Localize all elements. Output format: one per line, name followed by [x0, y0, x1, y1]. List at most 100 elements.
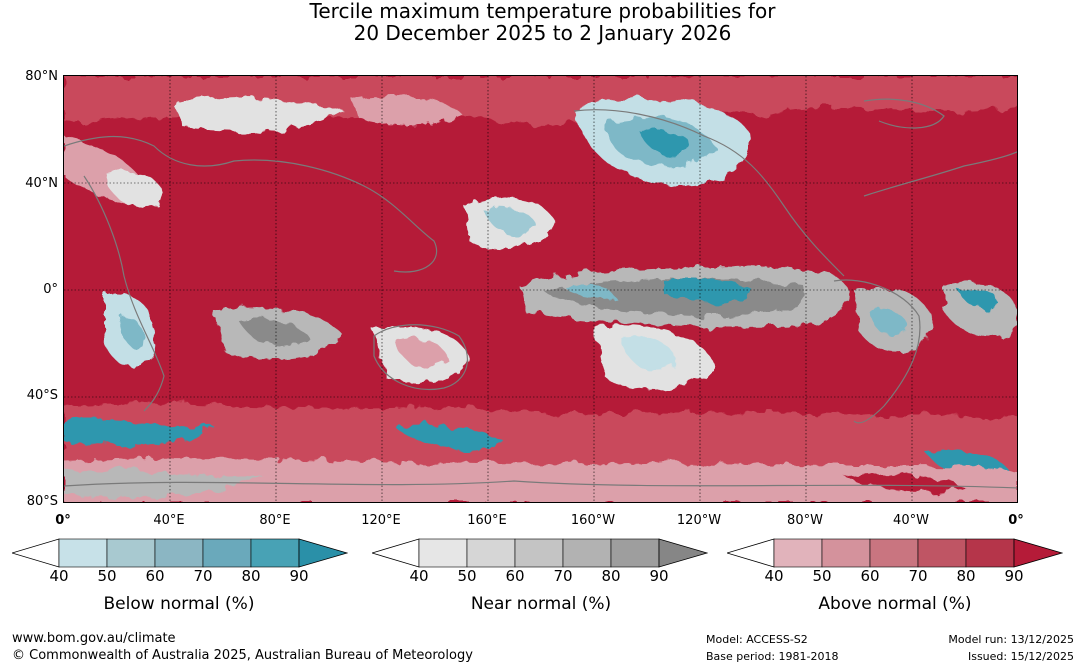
legend-below-tick: 90	[289, 567, 309, 585]
lon-label-40e: 40°E	[153, 513, 185, 528]
footer-issued: Issued: 15/12/2025	[967, 650, 1074, 663]
footer-model: Model: ACCESS-S2	[706, 633, 808, 646]
lat-label-40n: 40°N	[25, 176, 58, 191]
lat-label-40s: 40°S	[26, 388, 58, 403]
legend-near-bin-80-90	[610, 538, 660, 568]
legend-below-tick: 60	[145, 567, 165, 585]
lat-label-0: 0°	[43, 282, 58, 297]
southern-below-central	[394, 424, 504, 450]
legend-near-colorbar	[370, 538, 709, 568]
lon-label-120e: 120°E	[361, 513, 401, 528]
lat-label-80n: 80°N	[25, 69, 58, 84]
legend-above-lower-arrow	[725, 538, 775, 568]
footer-copyright: © Commonwealth of Australia 2025, Austra…	[12, 648, 473, 663]
arctic-above-light	[354, 96, 464, 126]
legend-near-bin-40-50	[418, 538, 468, 568]
legend-near-tick: 70	[553, 567, 573, 585]
legend-near-normal: 40 50 60 70 80 90 Near normal (%)	[370, 537, 709, 627]
north-america-east-coast	[863, 151, 1017, 197]
legend-below-caption: Below normal (%)	[103, 594, 255, 614]
legend-above-bin-70-80	[917, 538, 967, 568]
lon-label-120w: 120°W	[676, 513, 722, 528]
legend-near-tick: 60	[505, 567, 525, 585]
legend-above-bin-60-70	[869, 538, 919, 568]
legend-below-bin-80-90	[250, 538, 300, 568]
antarctic-above-light	[64, 458, 1017, 502]
south-america-coast	[833, 279, 921, 424]
chart-title: Tercile maximum temperature probabilitie…	[0, 0, 1085, 44]
legend-below-bin-40-50	[58, 538, 108, 568]
legend-near-bin-70-80	[562, 538, 612, 568]
lon-label-0-right: 0°	[1008, 513, 1024, 528]
europe-near	[104, 170, 163, 207]
legend-above-tick: 70	[908, 567, 928, 585]
legend-above-tick: 40	[764, 567, 784, 585]
legend-above-tick: 60	[860, 567, 880, 585]
equatorial-below-mid	[564, 284, 614, 299]
lon-label-160e: 160°E	[467, 513, 507, 528]
footer-model-run: Model run: 13/12/2025	[948, 633, 1074, 646]
lon-label-80e: 80°E	[259, 513, 291, 528]
graticule	[64, 76, 1017, 502]
legend-near-tick: 40	[409, 567, 429, 585]
lat-label-80s: 80°S	[26, 494, 58, 509]
legend-below-lower-arrow	[10, 538, 60, 568]
probability-map	[63, 75, 1018, 503]
title-line-1: Tercile maximum temperature probabilitie…	[309, 0, 776, 23]
legend-near-tick: 80	[601, 567, 621, 585]
africa-coast	[83, 175, 165, 412]
alaska-below-strong	[639, 128, 693, 156]
legend-below-bin-70-80	[202, 538, 252, 568]
legend-near-bin-50-60	[466, 538, 516, 568]
lon-label-40w: 40°W	[893, 513, 929, 528]
legend-near-tick: 90	[649, 567, 669, 585]
legend-above-bin-80-90	[965, 538, 1015, 568]
eurasia-coast	[64, 136, 438, 273]
legend-near-upper-arrow	[658, 538, 709, 568]
south-america-below	[869, 308, 907, 336]
legend-below-upper-arrow	[298, 538, 349, 568]
footer-base-period: Base period: 1981-2018	[706, 650, 839, 663]
legend-below-bin-60-70	[154, 538, 204, 568]
legend-below-colorbar	[10, 538, 349, 568]
legend-above-bin-50-60	[821, 538, 871, 568]
north-america-west-coast	[573, 109, 845, 277]
legend-above-upper-arrow	[1013, 538, 1064, 568]
antarctic-near-west	[64, 469, 264, 497]
footer-url: www.bom.gov.au/climate	[12, 631, 176, 646]
legend-below-bin-50-60	[106, 538, 156, 568]
antarctica-coast	[64, 480, 1017, 489]
arctic-near-zone	[174, 96, 344, 132]
africa-below-mid	[119, 315, 143, 348]
legend-near-bin-60-70	[514, 538, 564, 568]
lon-label-160w: 160°W	[570, 513, 616, 528]
legend-above-normal: 40 50 60 70 80 90 Above normal (%)	[725, 537, 1064, 627]
australia-above-light	[394, 338, 449, 368]
antarctic-above-strong	[844, 474, 964, 492]
equatorial-below-strong	[664, 279, 754, 302]
lon-label-0-left: 0°	[55, 513, 71, 528]
map-canvas	[64, 76, 1017, 502]
legend-near-caption: Near normal (%)	[470, 594, 612, 614]
atlantic-below-strong	[959, 289, 999, 308]
legend-below-tick: 40	[49, 567, 69, 585]
legend-below-tick: 50	[97, 567, 117, 585]
title-line-2: 20 December 2025 to 2 January 2026	[353, 21, 732, 45]
pacific-below-island	[484, 208, 536, 235]
legend-above-bin-40-50	[773, 538, 823, 568]
legend-near-tick: 50	[457, 567, 477, 585]
legend-near-lower-arrow	[370, 538, 420, 568]
legend-above-tick: 50	[812, 567, 832, 585]
legend-above-tick: 90	[1004, 567, 1024, 585]
south-pacific-below	[619, 335, 677, 371]
legend-below-normal: 40 50 60 70 80 90 Below normal (%)	[10, 537, 349, 627]
australia-coast	[373, 324, 468, 390]
legend-above-caption: Above normal (%)	[818, 594, 972, 614]
southern-below-west	[64, 419, 214, 445]
legend-above-tick: 80	[956, 567, 976, 585]
legend-below-tick: 70	[193, 567, 213, 585]
lon-label-80w: 80°W	[787, 513, 823, 528]
legend-below-tick: 80	[241, 567, 261, 585]
greenland-coast	[863, 98, 945, 129]
legend-above-colorbar	[725, 538, 1064, 568]
